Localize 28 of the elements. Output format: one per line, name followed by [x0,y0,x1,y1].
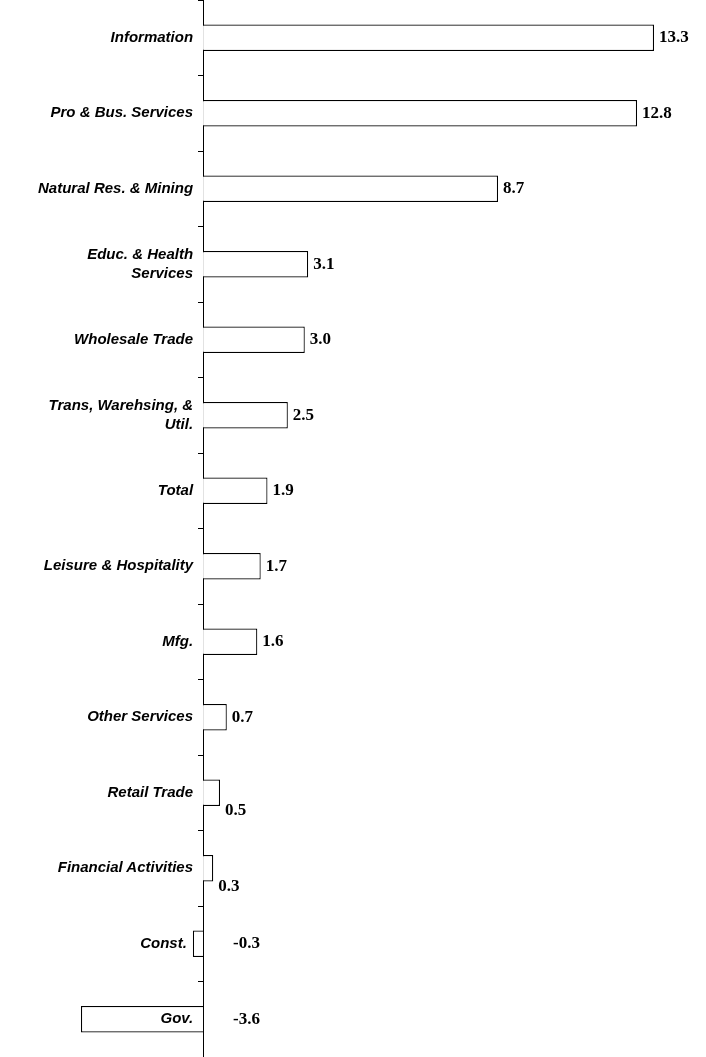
y-tick-label: Financial Activities [57,858,194,876]
y-tick-label: Wholesale Trade [74,329,194,347]
data-label: 3.0 [309,329,332,349]
data-label: 1.6 [262,631,284,651]
data-label: -0.3 [233,933,260,953]
data-label: 1.9 [272,480,294,500]
y-tick-label: Total [157,480,194,498]
data-label: 1.7 [265,555,288,575]
y-tick-label: Mfg. [162,631,194,649]
y-tick-label: Gov. [160,1009,194,1027]
data-label: 13.3 [659,27,689,47]
y-tick-label: Natural Res. & Mining [38,178,194,196]
data-label: 3.1 [313,253,335,273]
y-tick-label: Retail Trade [107,782,194,800]
y-tick-label: Pro & Bus. Services [50,103,194,121]
data-label: 2.5 [292,404,315,424]
y-tick-label: Educ. & Health Services [87,244,194,281]
data-label: 8.7 [503,178,525,198]
y-tick-label: Trans, Warehsing, & Util. [48,395,194,432]
y-tick-label: Leisure & Hospitality [43,556,194,574]
data-label: 0.5 [225,800,247,820]
data-label: 12.8 [642,102,672,122]
data-label: -3.6 [233,1008,260,1028]
y-tick-label: Other Services [87,707,194,725]
data-label: 0.7 [231,706,254,726]
data-label: 0.3 [218,875,240,895]
y-tick-label: Information [110,27,194,45]
y-tick-label: Const. [140,933,187,951]
